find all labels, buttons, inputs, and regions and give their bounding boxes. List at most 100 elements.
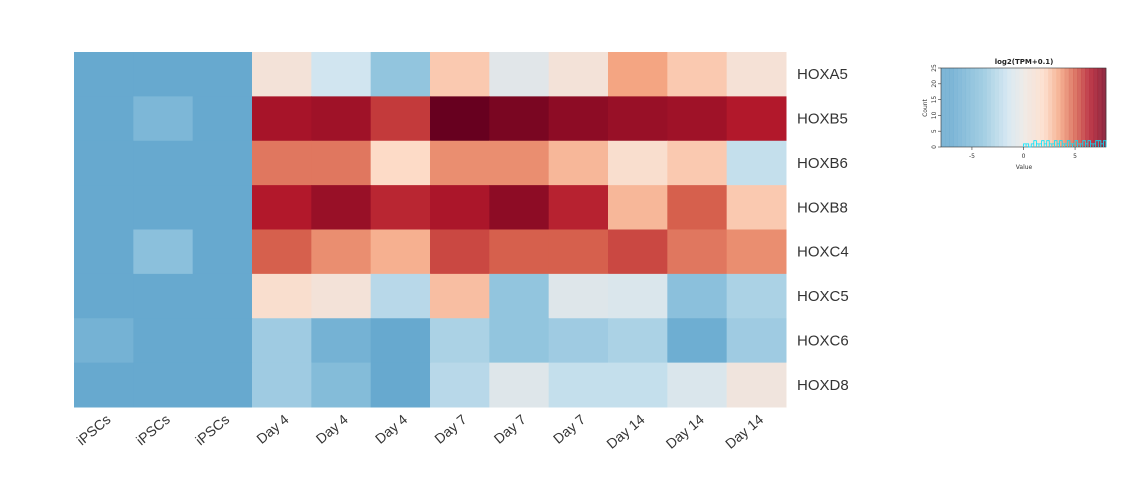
column-label: Day 4 xyxy=(372,411,410,447)
color-key-band xyxy=(1077,68,1082,147)
color-key-band xyxy=(1044,68,1049,147)
color-key-band xyxy=(994,68,1000,147)
column-label: Day 7 xyxy=(491,411,529,447)
row-labels: HOXA5 HOXB5 HOXB6 HOXB8 HOXC4 HOXC5 HOXC6 HOXD8 xyxy=(797,66,849,394)
heatmap-cell xyxy=(311,185,372,230)
heatmap-cell xyxy=(726,140,787,186)
color-key-band xyxy=(1064,68,1070,147)
heatmap-cell xyxy=(311,52,372,97)
color-key-y-tick-label: 15 xyxy=(931,96,938,104)
color-key-band xyxy=(1011,68,1016,147)
heatmap-cell xyxy=(548,362,609,408)
heatmap-cell xyxy=(192,318,253,364)
color-key-histogram-line xyxy=(1023,140,1107,148)
heatmap-cell xyxy=(430,185,490,230)
heatmap-cell xyxy=(548,229,609,275)
color-key-band xyxy=(1040,68,1045,147)
heatmap-cell xyxy=(311,362,372,408)
color-key-band xyxy=(1073,68,1078,147)
heatmap-cell xyxy=(489,362,550,408)
color-key-band xyxy=(949,68,954,147)
row-label: HOXC6 xyxy=(797,332,849,349)
heatmap-cell xyxy=(430,229,490,275)
heatmap-cell xyxy=(252,229,312,275)
heatmap-cell xyxy=(74,273,134,319)
heatmap-cell xyxy=(489,229,550,275)
heatmap-cell xyxy=(608,229,668,275)
heatmap-cell xyxy=(74,140,134,186)
heatmap-cell xyxy=(726,229,787,275)
color-key-band xyxy=(998,68,1004,147)
heatmap-cell xyxy=(370,362,431,408)
heatmap-cell xyxy=(489,185,550,230)
column-label: Day 7 xyxy=(431,411,469,447)
color-key-band xyxy=(1056,68,1061,147)
heatmap-cell xyxy=(667,52,728,97)
heatmap-cell xyxy=(133,52,194,97)
color-key-band xyxy=(945,68,950,147)
heatmap-cell xyxy=(74,96,134,142)
heatmap-cell xyxy=(430,362,490,408)
heatmap-cell xyxy=(192,96,253,142)
heatmap-cell xyxy=(133,273,194,319)
row-label: HOXB6 xyxy=(797,155,848,172)
column-label: Day 14 xyxy=(722,411,766,452)
heatmap-cell xyxy=(192,273,253,319)
heatmap-cell xyxy=(608,52,668,97)
heatmap-cell xyxy=(192,185,253,230)
row-label: HOXD8 xyxy=(797,377,849,394)
color-key-band xyxy=(969,68,975,147)
color-key-band xyxy=(982,68,987,147)
heatmap-cell xyxy=(489,318,550,364)
column-label: iPSCs xyxy=(133,411,173,448)
color-key-band xyxy=(1068,68,1074,147)
color-key-title: log2(TPM+0.1) xyxy=(995,58,1054,66)
heatmap-cell xyxy=(133,318,194,364)
heatmap-cell xyxy=(133,96,194,142)
color-key-band xyxy=(990,68,995,147)
heatmap-cell xyxy=(726,185,787,230)
heatmap-cell xyxy=(667,185,728,230)
heatmap-cell xyxy=(726,96,787,142)
color-key-band xyxy=(986,68,991,147)
row-label: HOXB8 xyxy=(797,199,848,216)
heatmap-cell xyxy=(430,318,490,364)
heatmap-cell xyxy=(667,362,728,408)
heatmap-cell xyxy=(252,185,312,230)
heatmap-cell xyxy=(489,273,550,319)
color-key-band xyxy=(1019,68,1024,147)
heatmap-cell xyxy=(489,52,550,97)
heatmap-cell xyxy=(548,140,609,186)
heatmap-cell xyxy=(548,52,609,97)
row-label: HOXC4 xyxy=(797,244,849,261)
heatmap-cell xyxy=(252,362,312,408)
color-key-band xyxy=(1023,68,1028,147)
heatmap-cell xyxy=(548,318,609,364)
row-label: HOXC5 xyxy=(797,288,849,305)
color-key-x-tick-label: 0 xyxy=(1022,153,1026,160)
color-key-band xyxy=(1015,68,1020,147)
heatmap-cell xyxy=(667,318,728,364)
color-key-band xyxy=(1007,68,1012,147)
column-label: Day 4 xyxy=(313,411,351,447)
heatmap-cell xyxy=(74,229,134,275)
heatmap-cell xyxy=(608,362,668,408)
heatmap-cell xyxy=(74,52,134,97)
heatmap-cell xyxy=(608,185,668,230)
heatmap-cell xyxy=(370,229,431,275)
color-key-y-tick-label: 25 xyxy=(931,64,938,72)
heatmap-cell xyxy=(252,140,312,186)
heatmap-cell xyxy=(252,318,312,364)
row-label: HOXA5 xyxy=(797,66,848,83)
color-key-axes: -5 0 5 0 5 10 15 20 25 xyxy=(931,64,1077,160)
color-key-xlabel: Value xyxy=(1016,164,1033,171)
heatmap-cell xyxy=(608,318,668,364)
heatmap-cell xyxy=(133,185,194,230)
color-key-band xyxy=(1052,68,1057,147)
heatmap-cell xyxy=(726,362,787,408)
heatmap-cell xyxy=(370,52,431,97)
heatmap-cell xyxy=(74,318,134,364)
color-key-band xyxy=(1002,68,1008,147)
color-key-x-tick-label: 5 xyxy=(1073,153,1077,160)
